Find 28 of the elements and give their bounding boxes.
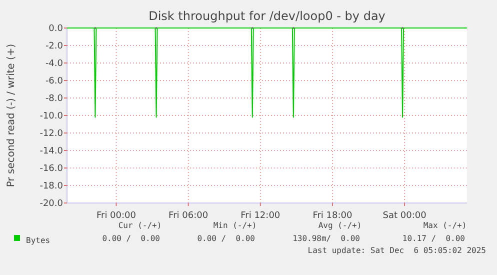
y-tick-label: -8.0	[45, 94, 64, 104]
y-tick-label: -14.0	[40, 146, 64, 157]
text: 0.00 / 0.00	[102, 234, 160, 243]
text: Avg (-/+)	[318, 221, 362, 230]
text: Cur (-/+)	[118, 221, 162, 230]
x-tick-label: Sat 00:00	[382, 211, 427, 221]
y-tick-label: -12.0	[40, 129, 64, 140]
x-tick-label: Fri 00:00	[96, 211, 136, 221]
x-tick-label: Fri 12:00	[240, 211, 280, 221]
y-tick-label: -4.0	[45, 59, 64, 70]
text: 130.98m/ 0.00	[292, 234, 360, 243]
text: 10.17 / 0.00	[402, 234, 466, 243]
y-tick-label: 0.0	[48, 24, 64, 34]
y-tick-label: -16.0	[40, 164, 64, 174]
text: Last update: Sat Dec 6 05:05:02 2025	[308, 246, 486, 255]
x-tick-label: Fri 18:00	[312, 211, 352, 221]
y-axis-title: Pr second read (-) / write (+)	[6, 44, 17, 188]
legend-label: Bytes	[26, 236, 50, 245]
x-tick-label: Fri 06:00	[168, 211, 208, 221]
text: Min (-/+)	[213, 221, 257, 230]
y-tick-label: -2.0	[45, 42, 64, 52]
y-tick-label: -18.0	[40, 182, 64, 192]
text: Max (-/+)	[423, 221, 467, 230]
text: 0.00 / 0.00	[197, 234, 256, 243]
y-tick-label: -6.0	[45, 76, 64, 87]
y-tick-label: -20.0	[40, 199, 64, 210]
y-tick-label: -10.0	[40, 112, 64, 122]
chart-title: Disk throughput for /dev/loop0 - by day	[148, 9, 386, 23]
